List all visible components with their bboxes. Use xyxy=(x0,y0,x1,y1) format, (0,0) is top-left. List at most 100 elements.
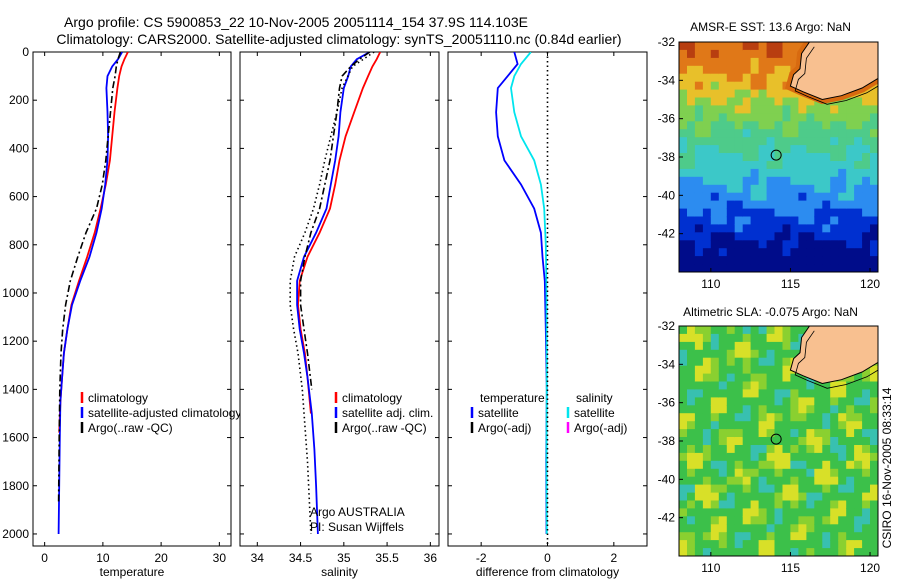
altimetric_sla_map-cell xyxy=(694,460,704,470)
altimetric_sla_map-cell xyxy=(687,326,696,335)
amsr_sst_map-cell xyxy=(846,208,855,218)
altimetric_sla_map-cells xyxy=(679,326,878,556)
altimetric_sla_map-cell xyxy=(870,397,878,406)
altimetric_sla_map-cell xyxy=(679,500,688,509)
altimetric_sla_map-cell xyxy=(790,333,799,343)
altimetric_sla_map-cell xyxy=(718,540,728,549)
altimetric_sla_map-cell xyxy=(702,381,712,390)
altimetric_sla_map-cell xyxy=(782,381,792,390)
altimetric_sla_map-cell xyxy=(742,476,752,486)
side-timestamp-label: CSIRO 16-Nov-2005 08:33:14 xyxy=(880,387,894,548)
altimetric_sla_map-cell xyxy=(718,326,728,335)
altimetric_sla_map-cell xyxy=(718,532,728,541)
altimetric_sla_map-cell xyxy=(838,484,847,494)
amsr_sst_map-cell xyxy=(758,161,768,170)
amsr_sst_map-cell xyxy=(702,145,712,154)
amsr_sst_map-cell xyxy=(710,145,720,154)
amsr_sst_map-cell xyxy=(862,224,871,233)
altimetric_sla_map-cell xyxy=(870,548,878,556)
amsr_sst_map-cell xyxy=(766,105,776,114)
altimetric_sla_map-cell xyxy=(687,365,696,375)
amsr_sst_map-cell xyxy=(687,224,696,233)
amsr_sst_map-title: AMSR-E SST: 13.6 Argo: NaN xyxy=(690,20,851,34)
amsr_sst_map-cell xyxy=(854,232,863,241)
altimetric_sla_map-cell xyxy=(679,429,688,438)
altimetric_sla_map-cell xyxy=(862,373,871,383)
altimetric_sla_map-cell xyxy=(742,460,752,470)
amsr_sst_map-cell xyxy=(726,192,736,202)
amsr_sst_map-cell xyxy=(758,216,768,225)
amsr_sst_map-cell xyxy=(838,232,847,241)
altimetric_sla_map-cell xyxy=(702,326,712,335)
amsr_sst_map-cell xyxy=(758,81,768,91)
altimetric_sla_map-cell xyxy=(758,429,768,438)
altimetric_sla_map-cell xyxy=(750,445,760,454)
amsr_sst_map-cell xyxy=(702,97,712,106)
altimetric_sla_map-cell xyxy=(687,341,696,351)
altimetric_sla_map-cell xyxy=(694,468,704,478)
difference_profile-legend-label: Argo(-adj) xyxy=(574,421,627,435)
amsr_sst_map-cell xyxy=(830,192,839,202)
altimetric_sla_map-cell xyxy=(750,548,760,556)
amsr_sst_map-cell xyxy=(734,192,744,202)
altimetric_sla_map-cell xyxy=(726,429,736,438)
amsr_sst_map-cell xyxy=(758,248,768,257)
amsr_sst_map-cell xyxy=(734,121,744,130)
amsr_sst_map-cell xyxy=(687,73,696,83)
altimetric_sla_map-cell xyxy=(822,389,831,398)
altimetric_sla_map-cell xyxy=(790,341,799,351)
amsr_sst_map-cell xyxy=(710,184,720,194)
altimetric_sla_map-cell xyxy=(830,421,839,430)
altimetric_sla_map-cell xyxy=(846,508,855,517)
altimetric_sla_map-cell xyxy=(806,468,815,478)
salinity_profile-legend-label: satellite adj. clim. xyxy=(342,406,433,420)
altimetric_sla_map-cell xyxy=(838,516,847,525)
amsr_sst_map-cell xyxy=(758,224,768,233)
salinity_profile-legend-label: Argo(..raw -QC) xyxy=(342,421,427,435)
altimetric_sla_map-cell xyxy=(718,492,728,502)
altimetric_sla_map-cell xyxy=(862,540,871,549)
amsr_sst_map-cell xyxy=(702,121,712,130)
amsr_sst_map-cell xyxy=(702,49,712,59)
temperature_profile-ytick-label: 1800 xyxy=(2,479,29,493)
altimetric_sla_map-cell xyxy=(758,349,768,359)
amsr_sst_map-cell xyxy=(854,153,863,162)
altimetric_sla_map-cell xyxy=(758,333,768,343)
amsr_sst_map-cell xyxy=(846,121,855,130)
altimetric_sla_map-ytick-label: -38 xyxy=(658,434,676,448)
amsr_sst_map-cell xyxy=(822,161,831,170)
altimetric_sla_map-cell xyxy=(702,500,712,509)
altimetric_sla_map-cell xyxy=(790,389,799,398)
amsr_sst_map-cell xyxy=(758,184,768,194)
amsr_sst_map-cell xyxy=(846,192,855,202)
altimetric_sla_map-cell xyxy=(814,484,823,494)
altimetric_sla_map-cell xyxy=(774,540,784,549)
altimetric_sla_map-cell xyxy=(766,389,776,398)
altimetric_sla_map-cell xyxy=(814,476,823,486)
amsr_sst_map-cell xyxy=(838,224,847,233)
amsr_sst_map-cell xyxy=(830,145,839,154)
altimetric_sla_map-cell xyxy=(750,484,760,494)
altimetric_sla_map-cell xyxy=(718,421,728,430)
altimetric_sla_map-cell xyxy=(814,516,823,525)
amsr_sst_map-cell xyxy=(742,129,752,138)
altimetric_sla_map-cell xyxy=(687,381,696,390)
altimetric_sla_map-cell xyxy=(750,397,760,406)
altimetric_sla_map-cell xyxy=(814,445,823,454)
amsr_sst_map-cell xyxy=(862,176,871,186)
amsr_sst_map-cell xyxy=(710,153,720,162)
amsr_sst_map-cell xyxy=(718,49,728,59)
altimetric_sla_map-cell xyxy=(870,389,878,398)
amsr_sst_map-cell xyxy=(710,129,720,138)
amsr_sst_map-xtick-label: 120 xyxy=(860,277,880,291)
altimetric_sla_map-cell xyxy=(870,413,878,422)
amsr_sst_map-cell xyxy=(718,153,728,162)
amsr_sst_map-cell xyxy=(838,240,847,249)
amsr_sst_map-cell xyxy=(734,248,744,257)
amsr_sst_map-cell xyxy=(766,121,776,130)
amsr_sst_map-cell xyxy=(806,264,815,272)
amsr_sst_map-cell xyxy=(702,42,712,51)
altimetric_sla_map-cell xyxy=(862,524,871,533)
altimetric_sla_map-cell xyxy=(726,492,736,502)
amsr_sst_map-cell xyxy=(830,264,839,272)
